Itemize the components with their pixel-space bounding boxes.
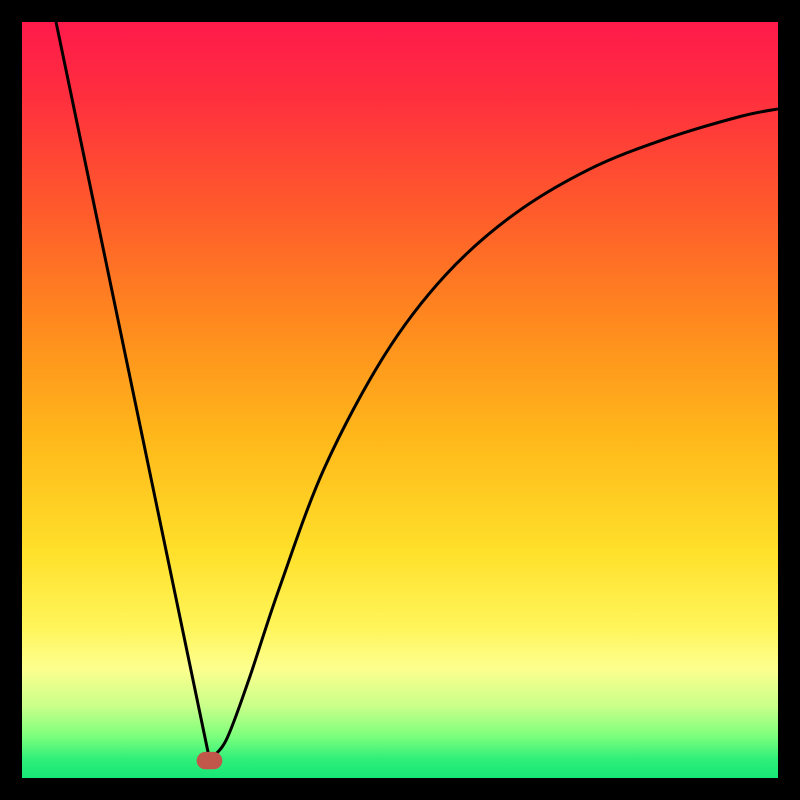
bottleneck-curve — [22, 22, 778, 778]
chart-frame: TheBottleneck.com — [0, 0, 800, 800]
curve-line — [56, 22, 778, 759]
plot-area — [22, 22, 778, 778]
optimum-marker — [197, 752, 223, 769]
